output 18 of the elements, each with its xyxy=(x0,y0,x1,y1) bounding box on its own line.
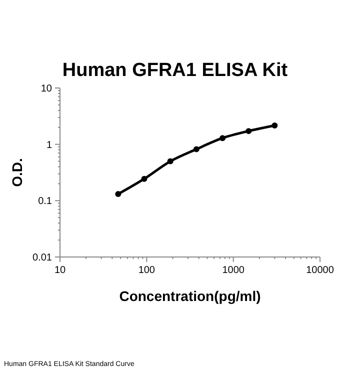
point xyxy=(246,128,252,134)
point xyxy=(167,158,174,164)
point xyxy=(115,191,122,198)
y-tick-label: 0.1 xyxy=(38,196,52,208)
x-tick-label: 1000 xyxy=(222,265,245,276)
point xyxy=(193,146,200,152)
point xyxy=(141,176,148,182)
x-tick-label: 10 xyxy=(54,265,66,276)
y-tick-label: 10 xyxy=(40,84,52,94)
y-axis-title: O.D. xyxy=(9,158,25,187)
chart-title: Human GFRA1 ELISA Kit xyxy=(62,60,288,81)
point xyxy=(220,135,226,142)
y-tick-label: 1 xyxy=(46,140,52,151)
point xyxy=(272,122,278,128)
y-tick-label: 0.01 xyxy=(32,252,52,264)
x-axis-title: Concentration(pg/ml) xyxy=(119,288,261,304)
x-tick-label: 100 xyxy=(138,265,156,276)
x-tick-label: 10000 xyxy=(306,265,334,276)
